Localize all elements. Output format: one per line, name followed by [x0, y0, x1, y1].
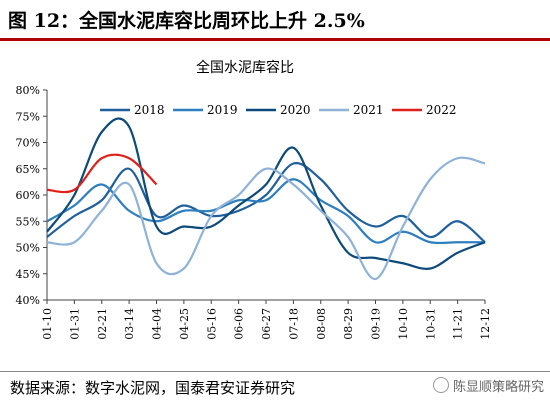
y-tick-label: 65% [16, 163, 40, 176]
x-tick-label: 06-27 [260, 308, 273, 340]
x-tick-label: 08-08 [315, 308, 328, 340]
figure-title: 图 12：全国水泥库容比周环比上升 2.5% [8, 10, 365, 32]
legend-label-2019: 2019 [207, 103, 238, 117]
source-rule [0, 371, 550, 372]
axes: 40% 45% 50% 55% 60% 65% 70% 75% 80% 01-10 01-31 02-… [16, 84, 492, 340]
chart-title: 全国水泥库容比 [196, 59, 294, 76]
chart: 全国水泥库容比 40% 45% 50% 55% 60% 65% 70% 75% 80% 01-10… [16, 59, 492, 340]
watermark: 陈显顺策略研究 [432, 376, 544, 395]
x-tick-label: 08-29 [342, 308, 355, 340]
x-tick-label: 11-21 [452, 308, 465, 340]
y-tick-label: 40% [16, 294, 40, 307]
x-tick-label: 10-31 [424, 308, 437, 340]
legend-label-2022: 2022 [426, 103, 457, 117]
y-tick-label: 80% [16, 84, 40, 97]
x-tick-label: 06-06 [233, 308, 246, 340]
y-tick-label: 45% [16, 268, 40, 281]
series-line-2018 [46, 162, 486, 244]
wechat-icon [432, 377, 449, 393]
x-tick-label: 07-18 [287, 308, 300, 340]
x-tick-label: 05-16 [205, 308, 218, 340]
watermark-text: 陈显顺策略研究 [452, 380, 544, 395]
series-line-2022 [46, 153, 158, 194]
y-tick-label: 75% [16, 110, 40, 123]
legend-label-2021: 2021 [353, 103, 384, 117]
x-tick-label: 02-21 [96, 308, 109, 340]
x-tick-label: 01-31 [68, 308, 81, 340]
series-line-2021 [46, 156, 486, 281]
source-note: 数据来源：数字水泥网，国泰君安证券研究 [10, 379, 296, 397]
series-line-2019 [46, 178, 485, 245]
x-tick-label: 01-10 [41, 308, 54, 340]
legend-label-2020: 2020 [280, 103, 311, 117]
legend-label-2018: 2018 [134, 103, 165, 117]
series-lines [46, 117, 486, 281]
x-tick-label: 04-04 [151, 308, 164, 340]
legend: 2018 2019 2020 2021 2022 [100, 103, 457, 117]
y-tick-label: 50% [16, 242, 40, 255]
y-tick-label: 60% [16, 189, 40, 202]
y-tick-label: 70% [16, 137, 40, 150]
x-tick-label: 09-19 [370, 308, 383, 340]
title-rule [0, 38, 550, 41]
x-tick-label: 04-25 [178, 308, 191, 340]
x-tick-label: 10-10 [397, 308, 410, 340]
x-tick-label: 03-14 [123, 308, 136, 340]
x-tick-label: 12-12 [479, 308, 492, 340]
y-tick-label: 55% [16, 215, 40, 228]
series-line-2020 [46, 117, 486, 270]
